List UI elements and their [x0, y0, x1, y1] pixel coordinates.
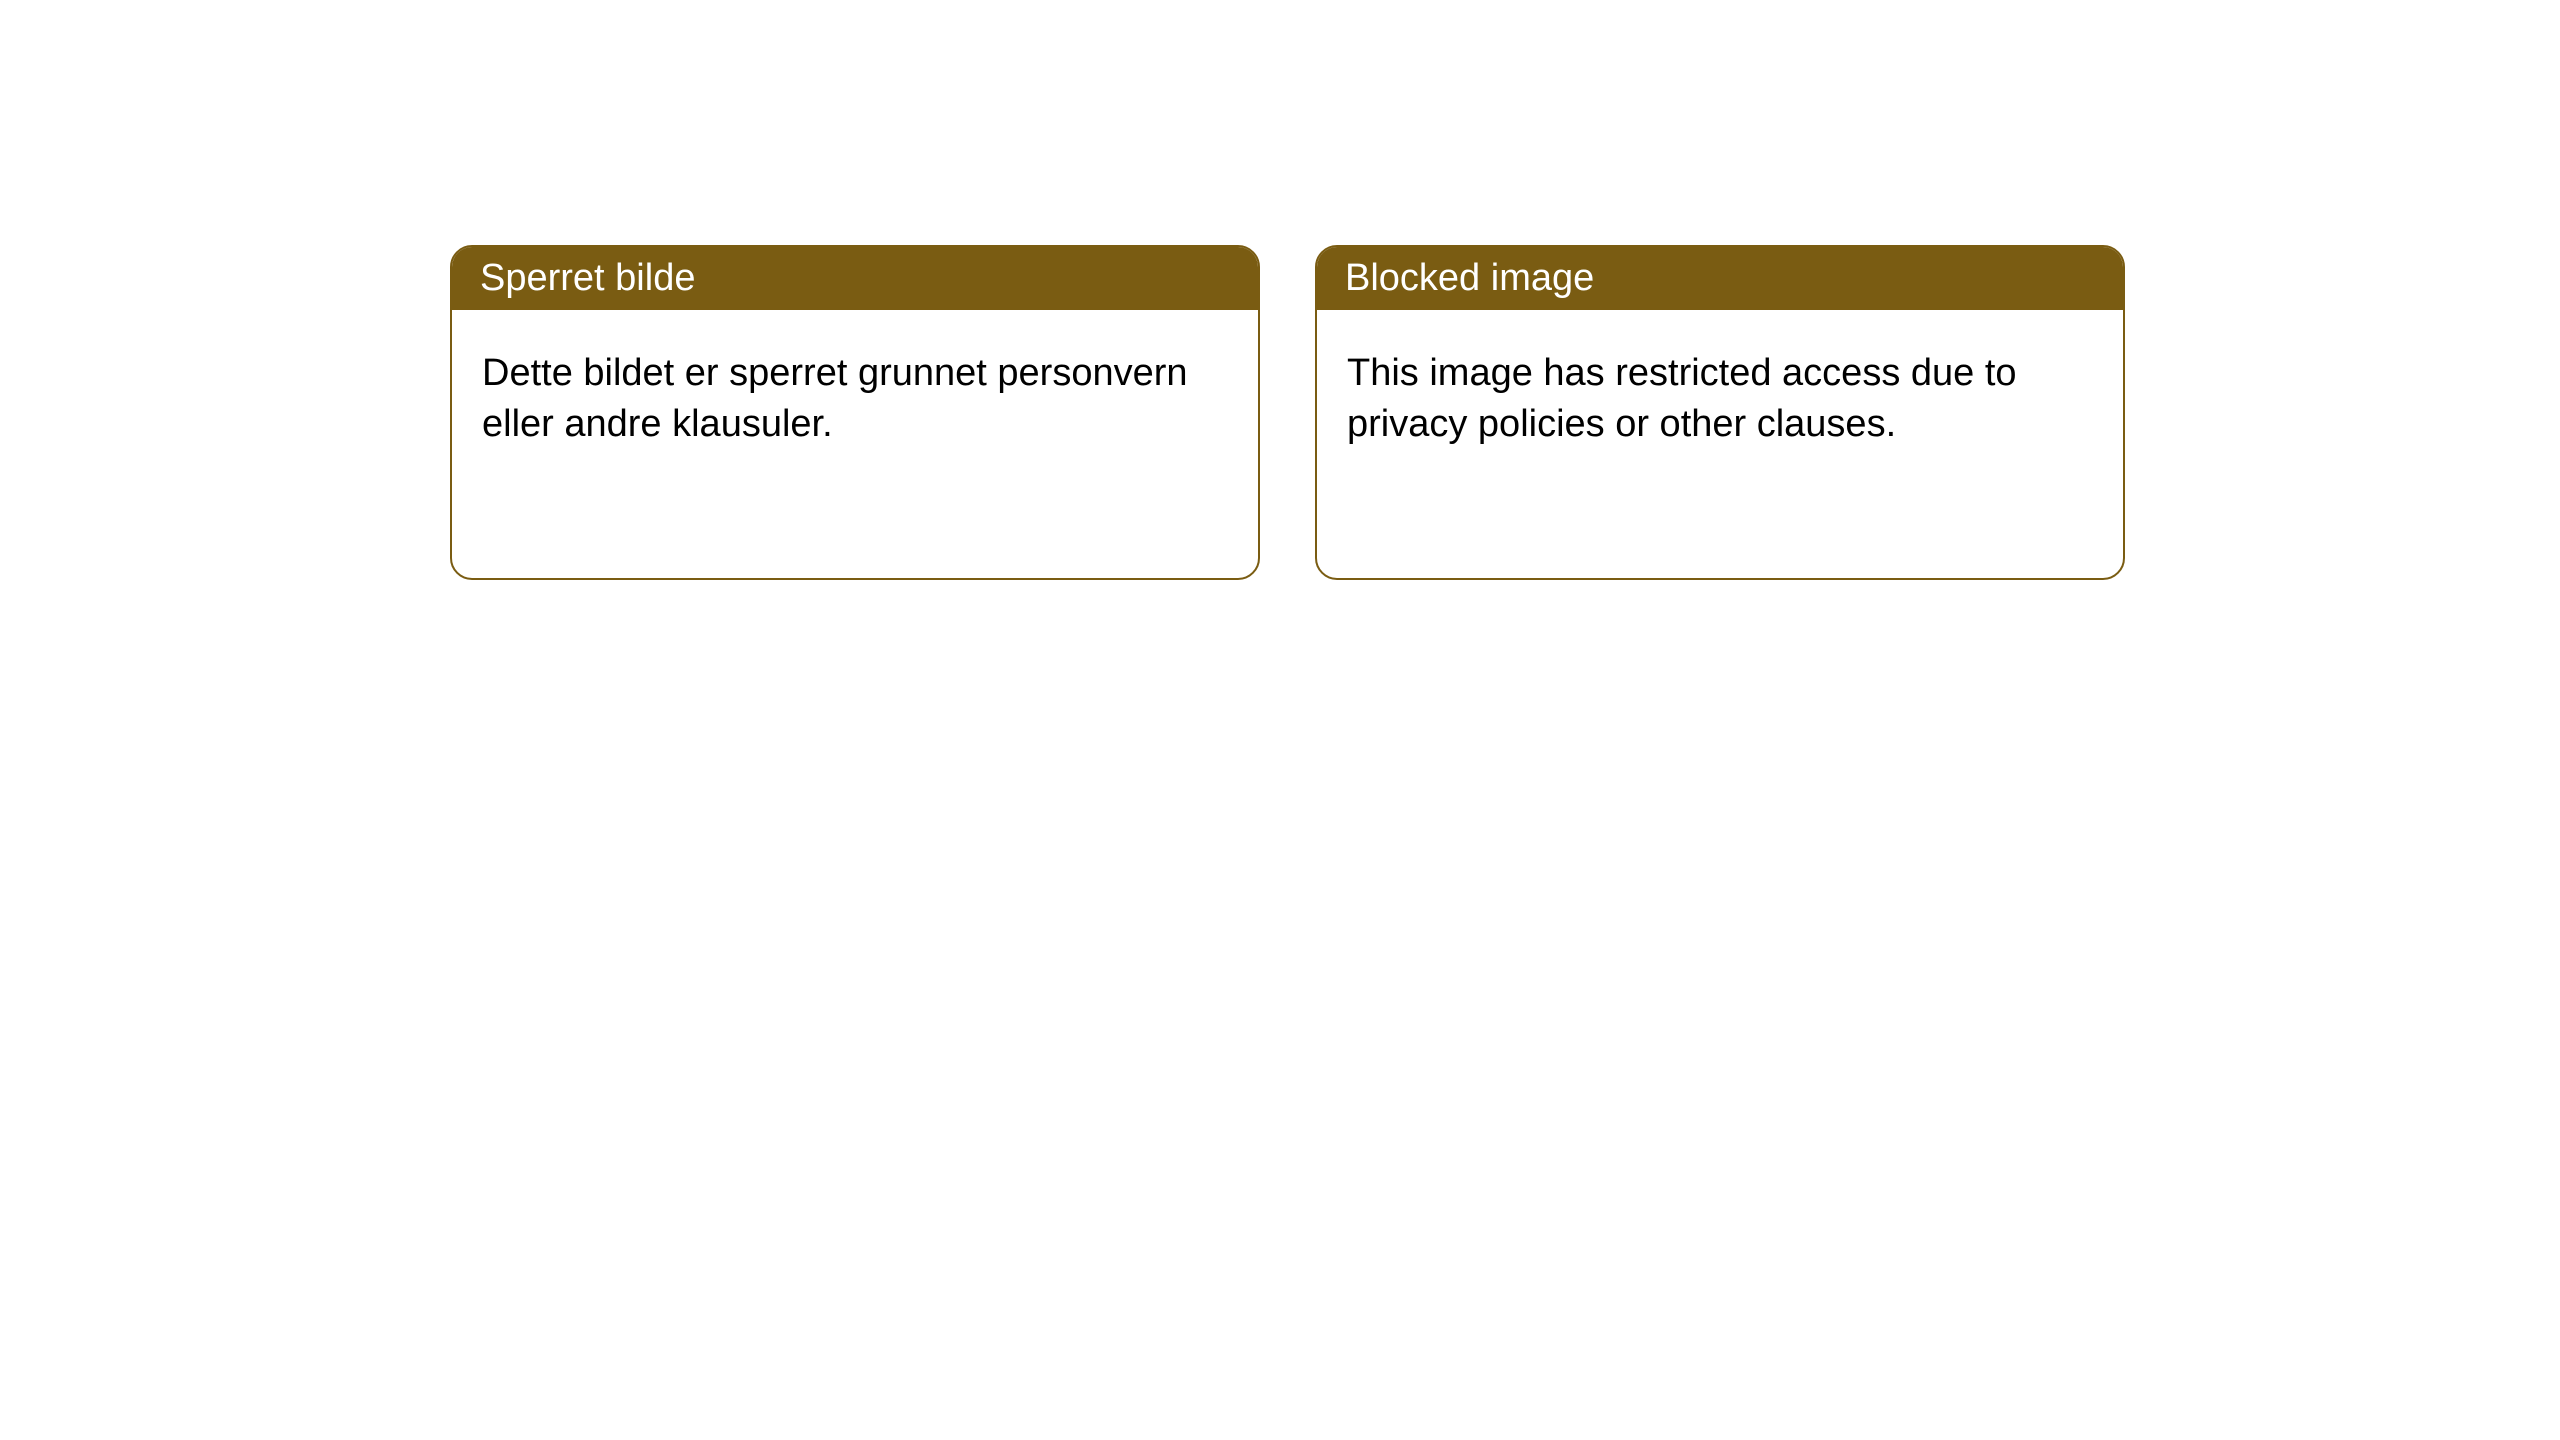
card-body-text: This image has restricted access due to …	[1347, 352, 2017, 445]
card-title: Blocked image	[1345, 257, 1594, 299]
card-body: This image has restricted access due to …	[1317, 310, 2123, 489]
card-title: Sperret bilde	[480, 257, 695, 299]
notice-card-english: Blocked image This image has restricted …	[1315, 245, 2125, 580]
card-header: Sperret bilde	[452, 247, 1258, 310]
card-body: Dette bildet er sperret grunnet personve…	[452, 310, 1258, 489]
card-header: Blocked image	[1317, 247, 2123, 310]
notice-container: Sperret bilde Dette bildet er sperret gr…	[0, 0, 2560, 580]
notice-card-norwegian: Sperret bilde Dette bildet er sperret gr…	[450, 245, 1260, 580]
card-body-text: Dette bildet er sperret grunnet personve…	[482, 352, 1188, 445]
